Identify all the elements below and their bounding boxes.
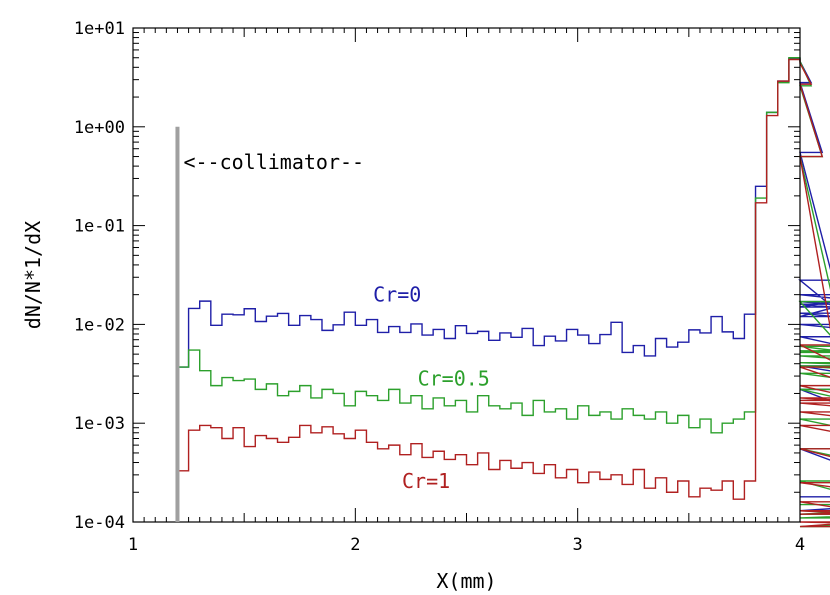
y-axis-label: dN/N*1/dX xyxy=(21,221,45,329)
series-line xyxy=(176,57,830,522)
series-line xyxy=(176,58,830,528)
collimator-marker: <--collimator-- xyxy=(175,126,364,522)
y-tick-label: 1e-03 xyxy=(74,414,125,434)
series-annotation: Cr=0.5 xyxy=(418,367,490,391)
y-tick-label: 1e+01 xyxy=(74,19,125,39)
series-annotation: Cr=1 xyxy=(402,469,450,493)
series-lines xyxy=(176,57,830,528)
plot-frame xyxy=(132,27,801,523)
axis-ticks xyxy=(132,28,801,523)
x-tick-label: 1 xyxy=(128,535,138,555)
x-tick-label: 2 xyxy=(350,535,360,555)
y-tick-label: 1e+00 xyxy=(74,118,125,138)
y-tick-label: 1e-02 xyxy=(74,315,125,335)
x-tick-label: 3 xyxy=(573,535,583,555)
y-tick-label: 1e-01 xyxy=(74,217,125,237)
x-tick-label: 4 xyxy=(795,535,805,555)
y-tick-label: 1e-04 xyxy=(74,513,125,533)
series-annotation: Cr=0 xyxy=(373,283,421,307)
series-line xyxy=(176,57,830,528)
collimator-label: <--collimator-- xyxy=(183,150,364,174)
x-axis-label: X(mm) xyxy=(436,569,496,593)
series-annotations: Cr=0 Cr=0.5 Cr=1 xyxy=(373,283,490,494)
tick-labels: 1e+01 1e+00 1e-01 1e-02 1e-03 1e-041 2 3 4 xyxy=(74,19,805,555)
